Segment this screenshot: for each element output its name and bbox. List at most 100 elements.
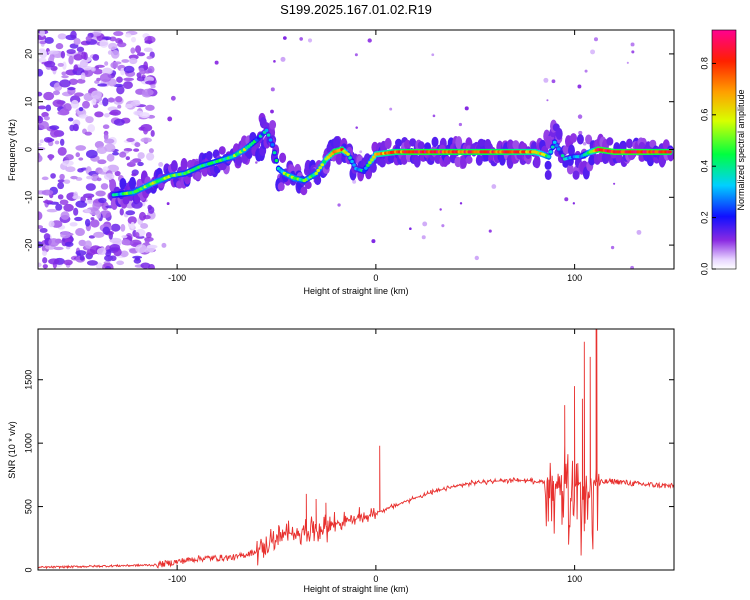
noise-speck	[593, 37, 598, 42]
x-tick-label: 0	[373, 574, 378, 584]
noise-blob	[103, 113, 110, 118]
noise-speck	[421, 235, 426, 240]
ridge-core	[366, 163, 370, 168]
ridge-halo	[576, 134, 584, 145]
noise-blob	[96, 210, 101, 219]
noise-blob	[73, 64, 79, 72]
noise-blob	[73, 207, 79, 216]
noise-blob	[75, 152, 81, 158]
noise-blob	[97, 159, 107, 165]
noise-blob	[46, 138, 55, 142]
noise-speck	[273, 60, 276, 63]
noise-blob	[104, 143, 116, 153]
snr-y-axis-label: SNR (10 * v/v)	[7, 421, 17, 479]
ridge-halo	[431, 136, 439, 148]
noise-blob	[49, 129, 60, 138]
ridge-halo	[218, 146, 226, 155]
noise-blob	[48, 154, 53, 161]
ridge-halo	[387, 153, 395, 164]
noise-blob	[72, 123, 79, 132]
noise-blob	[38, 211, 43, 221]
noise-blob	[82, 100, 90, 109]
noise-blob	[110, 49, 120, 59]
noise-blob	[144, 76, 155, 83]
noise-blob	[92, 54, 100, 61]
noise-blob	[47, 50, 59, 55]
noise-speck	[474, 255, 479, 261]
noise-blob	[41, 111, 49, 118]
ridge-halo	[413, 155, 421, 168]
noise-speck	[270, 109, 274, 114]
noise-blob	[44, 37, 54, 44]
spectrogram-marks	[38, 30, 674, 269]
noise-speck	[590, 49, 596, 55]
ridge-halo	[572, 170, 580, 180]
noise-speck	[307, 38, 313, 43]
y-tick-label: 20	[23, 49, 33, 59]
noise-blob	[108, 111, 119, 116]
noise-speck	[409, 227, 412, 230]
noise-blob	[57, 194, 64, 200]
ridge-halo	[378, 157, 386, 168]
noise-blob	[112, 151, 119, 156]
y-tick-label: 1000	[23, 433, 33, 453]
snr-panel: -100 0 100 0 500 1000 1500 Height of straight…	[7, 328, 675, 594]
y-tick-label: 0	[23, 147, 33, 152]
ridge-halo	[180, 157, 188, 172]
noise-blob	[85, 35, 92, 42]
noise-blob	[61, 75, 69, 79]
spectrogram-y-ticks: 20 10 0 -10 -20	[23, 49, 674, 252]
noise-blob	[50, 173, 56, 179]
noise-blob	[60, 211, 70, 220]
noise-blob	[86, 260, 98, 266]
noise-blob	[103, 138, 115, 144]
colorbar-tick-label: 0.8	[699, 57, 709, 70]
y-tick-label: -10	[23, 191, 33, 204]
noise-blob	[104, 254, 113, 262]
colorbar-tick-label: 0.4	[699, 160, 709, 173]
x-tick-label: 100	[567, 574, 582, 584]
noise-speck	[491, 184, 497, 189]
noise-blob	[39, 40, 47, 45]
noise-blob	[74, 92, 84, 97]
noise-blob	[134, 256, 141, 261]
ridge-halo	[384, 137, 392, 150]
noise-blob	[145, 152, 155, 161]
noise-speck	[613, 182, 616, 185]
noise-speck	[543, 77, 549, 83]
ridge-halo	[205, 150, 213, 161]
noise-speck	[166, 202, 170, 205]
noise-blob	[75, 228, 85, 237]
noise-blob	[75, 200, 88, 208]
noise-blob	[42, 200, 54, 204]
noise-blob	[117, 104, 122, 109]
noise-blob	[125, 210, 136, 216]
ridge-halo	[544, 160, 552, 170]
noise-blob	[38, 121, 49, 130]
noise-blob	[85, 183, 96, 191]
noise-speck	[352, 179, 357, 184]
ridge-core	[364, 166, 368, 170]
noise-blob	[76, 46, 85, 53]
noise-blob	[65, 154, 74, 161]
noise-blob	[143, 127, 148, 135]
ridge-halo	[567, 144, 575, 157]
ridge-halo	[606, 137, 614, 146]
noise-speck	[488, 229, 492, 233]
y-tick-label: 500	[23, 499, 33, 514]
ridge-core	[274, 159, 279, 163]
noise-blob	[136, 52, 146, 57]
noise-blob	[127, 216, 137, 225]
noise-speck	[577, 114, 583, 119]
noise-blob	[38, 262, 42, 268]
noise-blob	[57, 62, 64, 67]
spectrogram-x-ticks: -100 0 100	[168, 30, 582, 283]
noise-blob	[70, 175, 78, 180]
colorbar-gradient	[711, 29, 737, 270]
noise-blob	[43, 91, 55, 101]
noise-blob	[135, 45, 142, 54]
noise-blob	[98, 197, 107, 204]
ridge-halo	[119, 177, 127, 190]
noise-blob	[70, 99, 80, 109]
